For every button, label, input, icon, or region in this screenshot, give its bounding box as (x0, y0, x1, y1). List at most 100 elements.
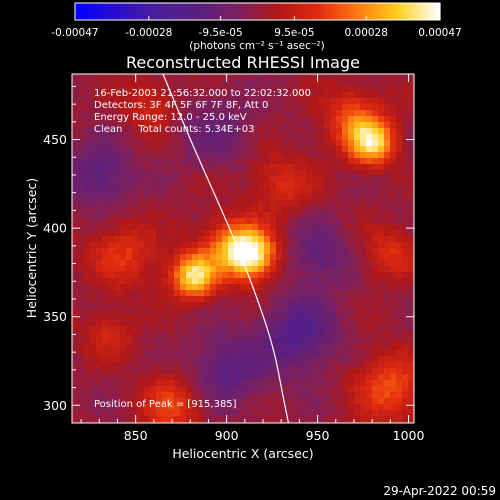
heatmap-cell (144, 260, 151, 267)
heatmap-cell (192, 230, 199, 237)
heatmap-cell (336, 308, 343, 315)
heatmap-cell (222, 146, 229, 153)
heatmap-cell (144, 326, 151, 333)
heatmap-cell (120, 140, 127, 147)
heatmap-cell (276, 188, 283, 195)
heatmap-cell (174, 80, 181, 87)
heatmap-cell (252, 320, 259, 327)
heatmap-cell (180, 260, 187, 267)
heatmap-cell (174, 152, 181, 159)
heatmap-cell (342, 374, 349, 381)
heatmap-cell (78, 296, 85, 303)
heatmap-cell (378, 110, 385, 117)
heatmap-cell (354, 122, 361, 129)
heatmap-cell (378, 224, 385, 231)
heatmap-cell (234, 344, 241, 351)
heatmap-cell (114, 176, 121, 183)
heatmap-cell (342, 314, 349, 321)
heatmap-cell (114, 236, 121, 243)
heatmap-cell (90, 86, 97, 93)
colorbar-ticks: -0.00047 -0.00028 -9.5e-05 9.5e-05 0.00028 0.… (51, 16, 462, 39)
heatmap-cell (72, 386, 79, 393)
heatmap-cell (72, 212, 79, 219)
heatmap-cell (312, 362, 319, 369)
heatmap-cell (276, 224, 283, 231)
heatmap-cell (138, 266, 145, 273)
heatmap-cell (372, 170, 379, 177)
heatmap-cell (252, 404, 259, 411)
heatmap-cell (276, 248, 283, 255)
colorbar-cell (202, 3, 207, 20)
heatmap-cell (342, 218, 349, 225)
heatmap-cell (330, 272, 337, 279)
heatmap-cell (234, 356, 241, 363)
heatmap-cell (204, 218, 211, 225)
heatmap-cell (318, 236, 325, 243)
heatmap-cell (342, 296, 349, 303)
heatmap-cell (330, 74, 337, 81)
heatmap-cell (144, 80, 151, 87)
heatmap-cell (342, 338, 349, 345)
heatmap-cell (282, 386, 289, 393)
heatmap-cell (204, 164, 211, 171)
heatmap-cell (234, 158, 241, 165)
heatmap-cell (126, 140, 133, 147)
heatmap-cell (336, 194, 343, 201)
heatmap-cell (270, 290, 277, 297)
heatmap-cell (348, 182, 355, 189)
heatmap-cell (384, 176, 391, 183)
heatmap-cell (324, 386, 331, 393)
heatmap-cell (390, 254, 397, 261)
heatmap-cell (114, 320, 121, 327)
heatmap-cell (72, 230, 79, 237)
heatmap-cell (90, 392, 97, 399)
heatmap-cell (390, 296, 397, 303)
heatmap-cell (90, 242, 97, 249)
heatmap-cell (402, 332, 409, 339)
heatmap-cell (192, 320, 199, 327)
heatmap-cell (288, 302, 295, 309)
colorbar-cell (211, 3, 216, 20)
x-axis-label: Heliocentric X (arcsec) (172, 446, 313, 461)
heatmap-cell (228, 248, 235, 255)
heatmap-cell (270, 278, 277, 285)
heatmap-cell (396, 404, 403, 411)
heatmap-cell (246, 86, 253, 93)
heatmap-cell (306, 338, 313, 345)
heatmap-cell (168, 110, 175, 117)
colorbar-cell (309, 3, 313, 20)
heatmap-cell (384, 164, 391, 171)
heatmap-cell (354, 410, 361, 417)
heatmap-cell (162, 80, 169, 87)
heatmap-cell (348, 272, 355, 279)
heatmap-cell (264, 224, 271, 231)
heatmap-cell (192, 176, 199, 183)
heatmap-cell (120, 386, 127, 393)
heatmap-cell (324, 380, 331, 387)
heatmap-cell (132, 386, 139, 393)
heatmap-cell (288, 392, 295, 399)
heatmap-cell (396, 410, 403, 417)
heatmap-cell (126, 290, 133, 297)
heatmap-cell (138, 146, 145, 153)
heatmap-cell (246, 224, 253, 231)
heatmap-cell (72, 320, 79, 327)
heatmap-cell (216, 218, 223, 225)
heatmap-cell (78, 134, 85, 141)
heatmap-cell (162, 260, 169, 267)
heatmap-cell (108, 284, 115, 291)
heatmap-cell (156, 296, 163, 303)
heatmap-cell (168, 368, 175, 375)
colorbar-cell (248, 3, 253, 20)
heatmap-cell (186, 140, 193, 147)
heatmap-cell (72, 236, 79, 243)
heatmap-cell (288, 404, 295, 411)
heatmap-cell (96, 338, 103, 345)
heatmap-cell (240, 122, 247, 129)
heatmap-cell (72, 74, 79, 81)
heatmap-cell (318, 230, 325, 237)
heatmap-cell (120, 278, 127, 285)
heatmap-cell (390, 320, 397, 327)
heatmap-cell (390, 194, 397, 201)
heatmap-cell (396, 248, 403, 255)
